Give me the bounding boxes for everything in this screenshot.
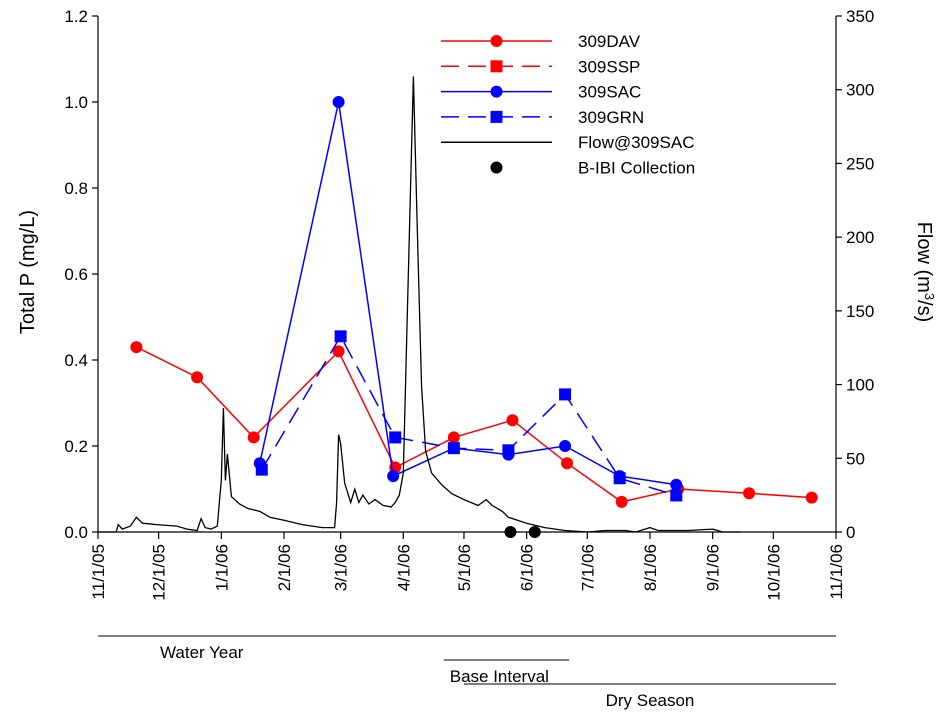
x-tick-label: 12/1/05 [150,544,169,601]
data-point-b-ibi-collection [504,526,517,538]
data-point-309dav [191,371,204,384]
data-point-309grn [502,444,515,457]
y-right-tick-label: 50 [846,449,865,468]
data-point-309sac [332,96,345,108]
data-point-309sac [387,470,400,483]
y-left-tick-label: 0.8 [64,179,88,198]
legend-marker-b-ibi-collection [490,161,503,174]
legend-marker-309dav [490,35,503,47]
series-line-flow-309sac [98,76,741,533]
series-line-309sac [259,101,677,486]
period-label-water-year: Water Year [160,643,244,662]
legend-label-309sac: 309SAC [578,83,641,102]
period-label-dry-season: Dry Season [606,691,695,710]
legend-label-b-ibi-collection: B-IBI Collection [578,159,695,178]
legend-marker-309grn [490,110,503,123]
data-point-309dav [247,431,260,444]
data-point-309dav [743,487,756,500]
plot-area: 0.0 0.2 0.4 0.6 0.8 1.0 1.2 0 50 100 150 200 250 300 3… [64,7,874,710]
y-right-tick-label: 200 [846,228,874,247]
x-tick-label: 8/1/06 [641,544,660,591]
y-axis-right-label: Flow (m3/s) [913,222,938,323]
data-point-309dav [561,457,574,470]
data-point-309grn [389,431,402,444]
series-line-309grn [261,334,677,497]
y-left-tick-label: 1.2 [64,7,88,26]
data-point-309grn [255,463,268,476]
legend-label-309ssp: 309SSP [578,57,640,76]
data-point-309sac [559,440,572,452]
x-tick-label: 1/1/06 [212,544,231,591]
y-left-tick-label: 0.6 [64,265,88,284]
data-point-309sac [670,478,683,491]
period-label-base-interval: Base Interval [450,667,549,686]
x-tick-label: 10/1/06 [764,544,783,601]
legend-label-flow-309sac: Flow@309SAC [578,133,694,152]
legend-label-309dav: 309DAV [578,32,641,51]
data-point-309dav [805,491,818,504]
data-point-309dav [332,345,345,358]
x-tick-label: 6/1/06 [518,544,537,591]
y-left-tick-label: 0.4 [64,351,88,370]
y-right-tick-label: 0 [846,523,855,542]
legend-marker-309sac [490,85,503,98]
data-point-309dav [615,495,628,508]
x-tick-label: 5/1/06 [455,544,474,591]
data-point-309dav [447,431,460,444]
y-right-tick-label: 150 [846,302,874,321]
series-line-309dav [136,346,812,503]
x-tick-label: 7/1/06 [578,544,597,591]
legend-marker-309ssp [490,60,503,73]
data-point-309grn [670,489,683,502]
y-left-tick-label: 0.2 [64,437,88,456]
data-point-309dav [506,414,519,427]
y-right-tick-label: 300 [846,81,874,100]
y-right-tick-label: 100 [846,376,874,395]
data-point-309dav [130,341,143,354]
y-right-tick-label: 350 [846,7,874,26]
data-point-309grn [334,330,347,343]
x-tick-label: 3/1/06 [332,544,351,591]
data-point-309grn [447,442,460,455]
y-right-tick-label: 250 [846,154,874,173]
y-left-tick-label: 0.0 [64,523,88,542]
data-point-b-ibi-collection [528,526,541,538]
x-tick-label: 11/1/05 [89,544,108,599]
y-axis-left-label: Total P (mg/L) [17,210,39,334]
x-tick-label: 2/1/06 [275,544,294,591]
x-tick-label: 11/1/06 [827,544,846,599]
x-tick-label: 9/1/06 [704,544,723,591]
data-point-309grn [613,472,626,485]
x-tick-label: 4/1/06 [394,544,413,591]
data-point-309grn [559,388,572,401]
y-left-tick-label: 1.0 [64,93,88,112]
legend-label-309grn: 309GRN [578,108,644,127]
